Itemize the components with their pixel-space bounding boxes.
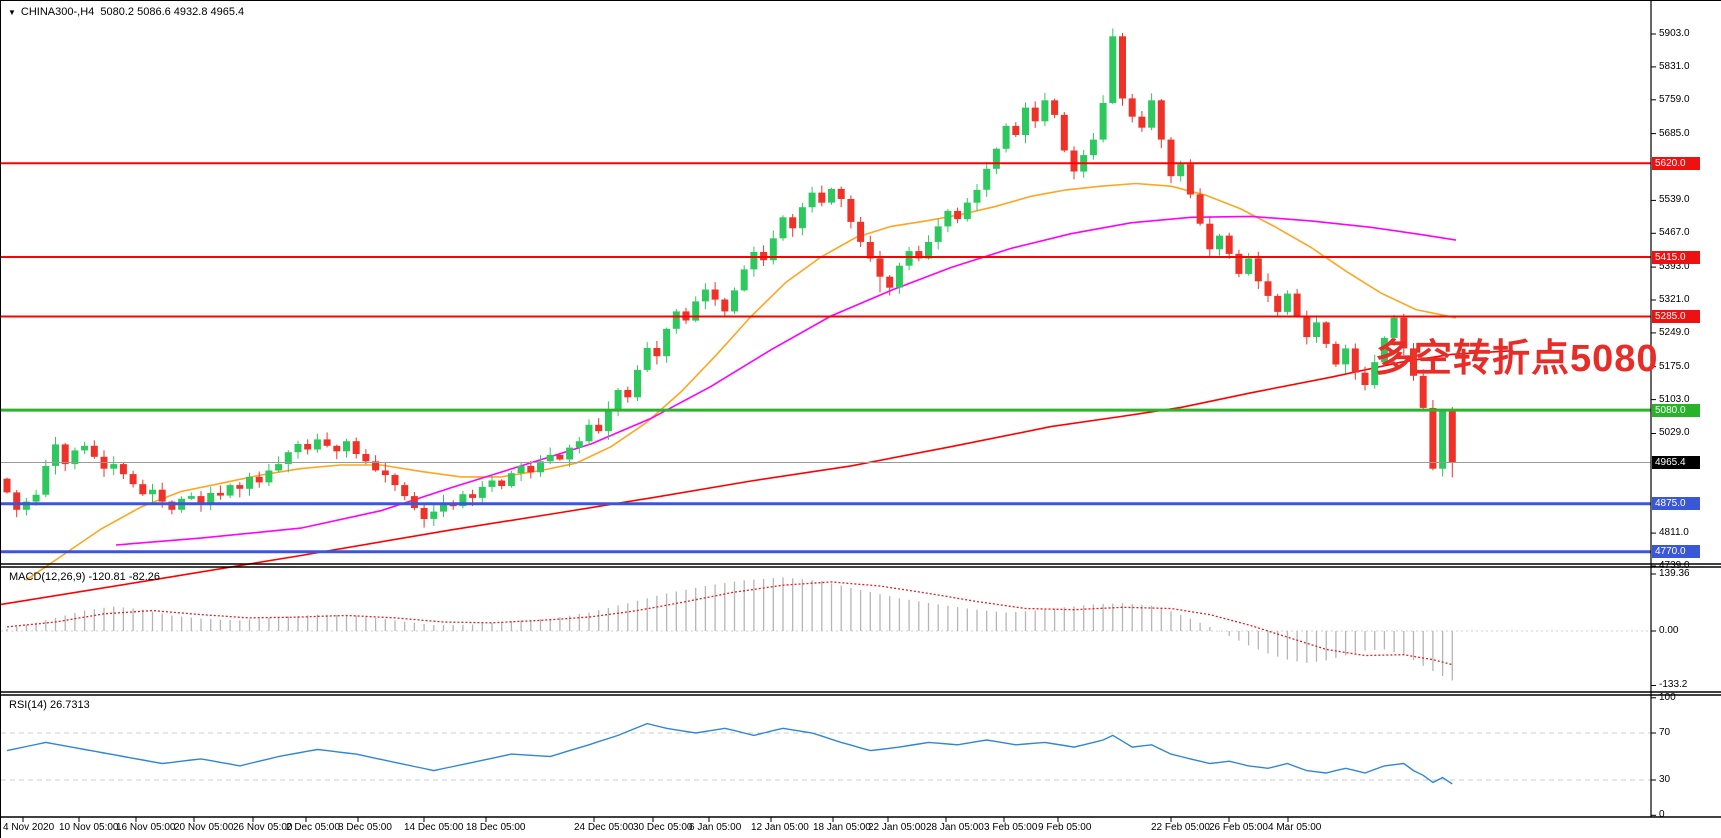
price-level-badge: 4875.0: [1652, 497, 1700, 511]
symbol-timeframe-label: CHINA300-,H4: [20, 6, 95, 18]
time-tick-label: 24 Dec 05:00: [574, 822, 634, 833]
symbol-dropdown-icon[interactable]: ▼: [8, 8, 16, 17]
price-tick-label: 5903.0: [1659, 28, 1690, 39]
price-tick-label: 5175.0: [1659, 360, 1690, 372]
price-tick-label: 5321.0: [1659, 294, 1690, 305]
price-tick-label: 5831.0: [1659, 60, 1690, 72]
price-level-badge: 5620.0: [1652, 156, 1700, 170]
time-tick-label: 3 Feb 05:00: [984, 822, 1038, 833]
rsi-tick-label: 0: [1659, 809, 1665, 821]
chart-title-bar: ▼ CHINA300-,H4 5080.2 5086.6 4932.8 4965.…: [8, 6, 244, 18]
price-tick-label: 4739.0: [1659, 560, 1690, 571]
price-tick-label: 4811.0: [1659, 527, 1689, 539]
time-tick-label: 6 Jan 05:00: [689, 822, 742, 833]
time-tick-label: 18 Dec 05:00: [466, 822, 526, 833]
price-level-badge: 5080.0: [1652, 403, 1700, 417]
price-tick-label: 5759.0: [1659, 93, 1690, 105]
price-tick-label: 5393.0: [1659, 261, 1690, 273]
macd-histogram: [6, 577, 1453, 681]
rsi-line: [6, 722, 1453, 785]
ma-fast-orange-line: [25, 182, 1457, 581]
time-tick-label: 12 Jan 05:00: [751, 822, 809, 833]
price-tick-label: 5249.0: [1659, 326, 1690, 338]
price-tick-label: 5685.0: [1659, 127, 1690, 139]
time-tick-label: 2 Dec 05:00: [286, 822, 340, 833]
macd-indicator-label: MACD(12,26,9) -120.81 -82.26: [9, 571, 161, 583]
rsi-tick-label: 100: [1659, 691, 1676, 703]
time-tick-label: 8 Dec 05:00: [338, 822, 392, 833]
time-tick-label: 22 Feb 05:00: [1151, 822, 1210, 833]
macd-tick-label: 139.36: [1659, 568, 1690, 579]
price-tick-label: 5103.0: [1659, 393, 1690, 405]
rsi-tick-label: 70: [1659, 727, 1671, 738]
time-tick-label: 16 Nov 05:00: [116, 822, 176, 833]
macd-signal-line: [6, 581, 1453, 666]
price-level-badge: 5415.0: [1652, 250, 1700, 264]
candles-group: [3, 28, 1456, 528]
time-tick-label: 9 Feb 05:00: [1038, 822, 1092, 833]
macd-tick-label: 0.00: [1659, 625, 1679, 636]
time-tick-label: 26 Feb 05:00: [1209, 822, 1268, 833]
macd-tick-label: -133.2: [1659, 679, 1688, 691]
price-level-badge: 4770.0: [1652, 545, 1700, 559]
time-tick-label: 18 Jan 05:00: [813, 822, 871, 833]
time-tick-label: 4 Nov 2020: [3, 822, 55, 833]
time-tick-label: 10 Nov 05:00: [59, 822, 119, 833]
time-tick-label: 14 Dec 05:00: [404, 822, 464, 833]
annotation-text: 多空转折点5080: [1375, 338, 1659, 380]
time-tick-label: 28 Jan 05:00: [926, 822, 984, 833]
price-level-badge: 5285.0: [1652, 309, 1700, 323]
current-price-badge: 4965.4: [1652, 456, 1700, 470]
time-tick-label: 30 Dec 05:00: [633, 822, 693, 833]
rsi-indicator-label: RSI(14) 26.7313: [9, 699, 90, 711]
time-tick-label: 20 Nov 05:00: [174, 822, 234, 833]
time-tick-label: 4 Mar 05:00: [1268, 822, 1322, 833]
time-tick-label: 22 Jan 05:00: [868, 822, 926, 833]
price-tick-label: 5539.0: [1659, 194, 1690, 206]
ohlc-values-label: 5080.2 5086.6 4932.8 4965.4: [100, 6, 245, 18]
rsi-tick-label: 30: [1659, 774, 1671, 785]
time-tick-label: 26 Nov 05:00: [233, 822, 293, 833]
price-tick-label: 5029.0: [1659, 427, 1690, 439]
price-tick-label: 5467.0: [1659, 227, 1690, 239]
